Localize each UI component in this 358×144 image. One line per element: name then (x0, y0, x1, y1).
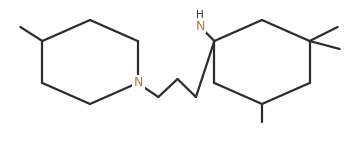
Text: H: H (197, 10, 204, 20)
Text: N: N (134, 76, 143, 90)
Text: N: N (196, 19, 205, 33)
